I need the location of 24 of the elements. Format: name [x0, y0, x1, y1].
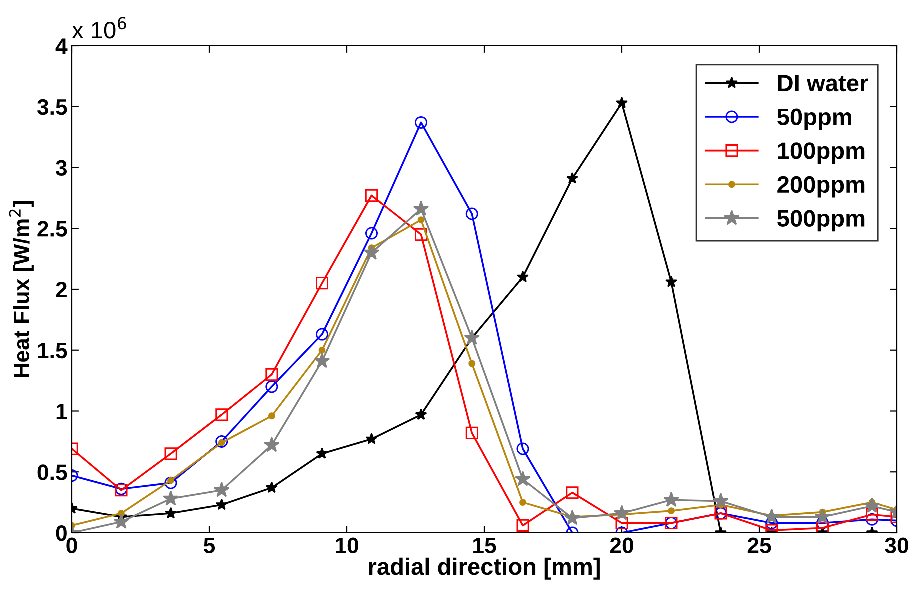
y-axis-title: Heat Flux [W/m$^{2}$]	[9, 201, 34, 378]
legend-label: 100ppm	[778, 142, 865, 164]
x-tick-label: 30	[885, 538, 908, 554]
legend-label: DI water	[778, 75, 868, 92]
x-tick-label: 10	[336, 538, 358, 554]
y-tick-label: 0	[56, 526, 67, 542]
legend-label: 50ppm	[778, 108, 852, 130]
y-tick-label: 4	[56, 38, 68, 54]
legend-label: 500ppm	[778, 210, 865, 232]
y-tick-label: 3	[56, 160, 68, 176]
y-tick-label: 2.5	[38, 221, 68, 237]
x-tick-label: 25	[748, 538, 772, 554]
x-tick-label: 5	[204, 538, 216, 554]
x-tick-label: 15	[474, 538, 496, 554]
y-tick-label: 2	[56, 282, 67, 298]
text: x 10$^{6}$	[72, 17, 126, 39]
x-tick-label: 20	[610, 538, 634, 554]
y-tick-label: 0.5	[38, 464, 68, 480]
y-tick-label: 1.5	[38, 343, 68, 359]
x-axis-title: radial direction [mm]	[369, 558, 600, 580]
y-tick-label: 3.5	[37, 99, 68, 116]
legend-label: 200ppm	[778, 176, 865, 198]
x-tick-label: 0	[66, 538, 78, 554]
y-tick-label: 1	[56, 404, 68, 420]
